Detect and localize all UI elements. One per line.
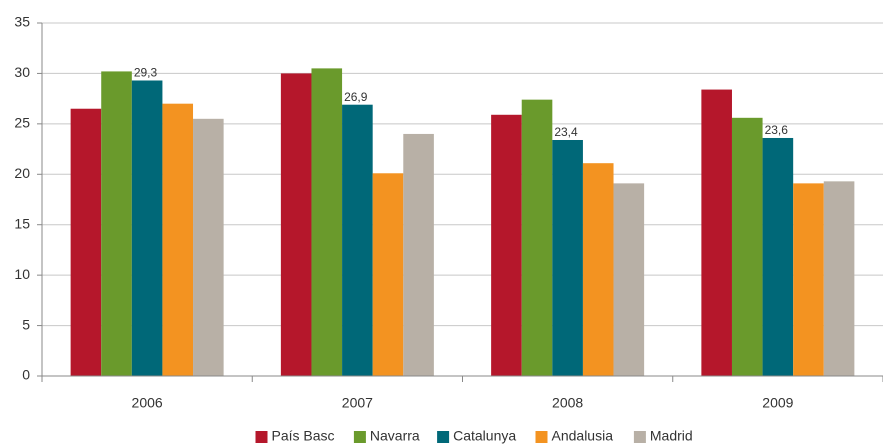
bar <box>372 173 404 376</box>
y-tick-label: 0 <box>22 367 30 383</box>
y-tick-label: 35 <box>14 14 30 30</box>
bar <box>823 181 855 376</box>
y-tick-label: 5 <box>22 316 30 332</box>
legend-swatch <box>633 431 646 443</box>
y-tick-label: 10 <box>14 266 30 282</box>
x-tick-label: 2006 <box>132 395 163 411</box>
bar <box>731 117 763 376</box>
bar <box>131 80 163 376</box>
value-label: 29,3 <box>134 66 158 80</box>
value-label: 23,6 <box>765 123 789 137</box>
bar <box>582 163 614 376</box>
bar <box>491 114 522 376</box>
bar <box>521 99 553 376</box>
bar <box>342 104 373 377</box>
x-tick-label: 2007 <box>342 395 373 411</box>
legend-swatch <box>437 431 450 443</box>
x-tick-label: 2008 <box>552 395 583 411</box>
legend-label: Navarra <box>370 428 420 444</box>
y-tick-label: 20 <box>14 165 30 181</box>
legend-label: Andalusia <box>552 428 614 444</box>
bar <box>701 89 732 377</box>
y-tick-label: 25 <box>14 115 30 131</box>
bar <box>613 183 645 376</box>
bar <box>162 103 194 376</box>
legend-swatch <box>255 431 268 443</box>
bar <box>793 183 824 376</box>
value-label: 26,9 <box>344 90 368 104</box>
bar <box>280 73 312 376</box>
bar <box>552 139 583 376</box>
bar <box>193 118 224 377</box>
legend-swatch <box>353 431 366 443</box>
y-tick-label: 30 <box>14 64 30 80</box>
value-label: 23,4 <box>554 125 578 139</box>
bar <box>403 133 434 376</box>
legend-label: País Basc <box>272 428 335 444</box>
bar <box>762 137 794 376</box>
legend-swatch <box>535 431 548 443</box>
y-tick-label: 15 <box>14 215 30 231</box>
legend-label: Madrid <box>650 428 693 444</box>
bar <box>311 68 343 376</box>
legend-label: Catalunya <box>453 428 516 444</box>
x-tick-label: 2009 <box>762 395 793 411</box>
bar <box>101 71 132 376</box>
bar <box>70 108 102 376</box>
